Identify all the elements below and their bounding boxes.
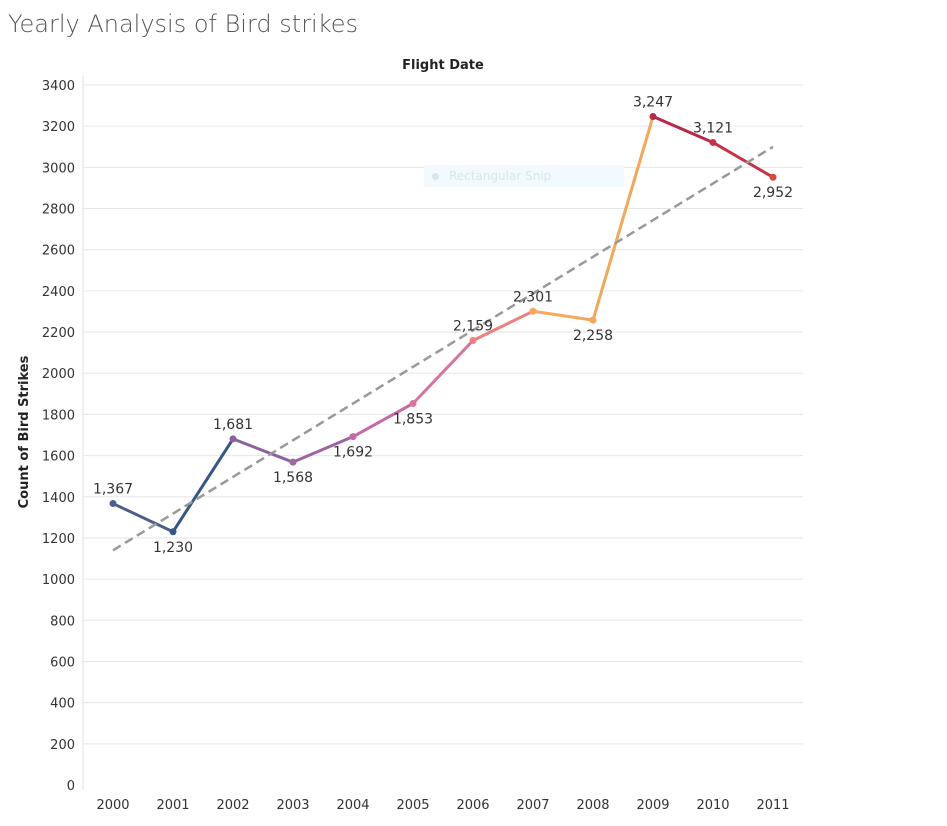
snip-label: Rectangular Snip <box>449 169 552 183</box>
series-segment <box>231 437 295 464</box>
x-tick-label: 2009 <box>636 798 669 813</box>
series-line <box>111 115 775 534</box>
data-points <box>109 113 777 536</box>
series-segment <box>711 140 775 179</box>
y-tick-label: 1400 <box>42 491 75 506</box>
rectangular-snip-overlay: Rectangular Snip <box>424 165 624 187</box>
y-tick-label: 600 <box>50 655 75 670</box>
trend-line <box>112 145 774 552</box>
y-tick-label: 0 <box>67 779 75 794</box>
series-segment <box>111 502 175 534</box>
x-tick-label: 2004 <box>336 798 369 813</box>
data-label: 2,258 <box>573 328 613 344</box>
x-tick-label: 2000 <box>96 798 129 813</box>
data-point <box>649 113 657 120</box>
series-segment <box>651 115 715 144</box>
y-tick-label: 2800 <box>42 203 75 218</box>
data-point <box>289 458 297 466</box>
y-tick-label: 1200 <box>42 532 75 547</box>
y-tick-label: 2400 <box>42 285 75 300</box>
series-segment <box>171 437 235 534</box>
data-label: 2,159 <box>453 319 493 335</box>
x-tick-label: 2011 <box>756 798 789 813</box>
data-point <box>229 435 237 443</box>
x-tick-label: 2001 <box>156 798 189 813</box>
data-point <box>529 307 537 315</box>
y-tick-label: 1000 <box>42 573 75 588</box>
data-point <box>709 138 717 146</box>
series-segment <box>591 115 655 322</box>
x-axis-ticks: 2000 2001 2002 2003 2004 2005 2006 2007 2008 2009… <box>96 798 789 813</box>
data-label: 1,681 <box>213 417 253 433</box>
data-point <box>169 528 177 536</box>
data-label: 2,301 <box>513 289 553 305</box>
series-segment <box>351 402 415 439</box>
y-tick-label: 3200 <box>42 120 75 135</box>
x-tick-label: 2008 <box>576 798 609 813</box>
x-axis-title: Flight Date <box>402 58 484 73</box>
y-tick-label: 400 <box>50 697 75 712</box>
series-segment <box>531 309 595 322</box>
data-labels: 1,367 1,230 1,681 1,568 1,692 1,853 2,159 2,301… <box>93 95 793 556</box>
x-tick-label: 2010 <box>696 798 729 813</box>
data-label: 1,692 <box>333 445 373 461</box>
data-point <box>109 500 117 508</box>
x-tick-label: 2002 <box>216 798 249 813</box>
series-segment <box>471 309 535 342</box>
x-tick-label: 2007 <box>516 798 549 813</box>
y-tick-label: 1600 <box>42 450 75 465</box>
series-segment <box>291 435 355 464</box>
y-tick-label: 3400 <box>42 79 75 94</box>
data-label: 3,121 <box>693 120 733 136</box>
data-label: 1,230 <box>153 540 193 556</box>
y-tick-label: 2000 <box>42 367 75 382</box>
x-tick-label: 2006 <box>456 798 489 813</box>
data-label: 3,247 <box>633 95 673 111</box>
page-title: Yearly Analysis of Bird strikes <box>8 10 359 38</box>
data-label: 2,952 <box>753 185 793 201</box>
x-tick-label: 2005 <box>396 798 429 813</box>
data-point <box>469 337 477 344</box>
y-tick-label: 2600 <box>42 244 75 259</box>
y-axis-title: Count of Bird Strikes <box>17 355 32 508</box>
data-label: 1,853 <box>393 412 433 428</box>
data-point <box>769 173 777 181</box>
x-tick-label: 2003 <box>276 798 309 813</box>
y-tick-label: 2200 <box>42 326 75 341</box>
y-tick-label: 3000 <box>42 161 75 176</box>
y-tick-label: 200 <box>50 738 75 753</box>
data-label: 1,568 <box>273 470 313 486</box>
y-tick-label: 1800 <box>42 408 75 423</box>
y-tick-label: 800 <box>50 614 75 629</box>
series-segment <box>411 339 475 405</box>
snip-dot-icon <box>432 173 439 180</box>
y-axis-ticks: 0 200 400 600 800 1000 1200 1400 1600 1800 2000 220… <box>42 79 75 794</box>
data-point <box>589 316 597 324</box>
data-point <box>349 433 357 441</box>
data-label: 1,367 <box>93 482 133 498</box>
data-point <box>409 400 417 407</box>
